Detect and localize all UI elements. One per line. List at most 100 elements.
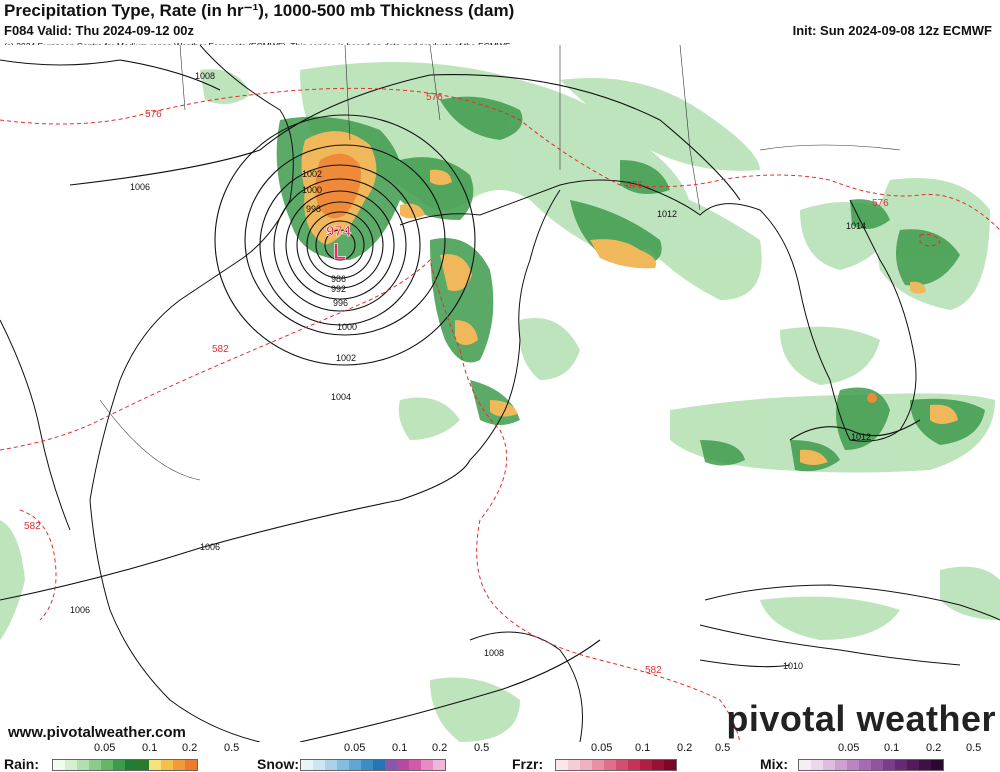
legend-swatch [919, 760, 931, 770]
legend-swatch [125, 760, 137, 770]
legend-swatch [931, 760, 943, 770]
tick: 0.2 [926, 742, 942, 754]
chart-title: Precipitation Type, Rate (in hr⁻¹), 1000… [4, 1, 515, 20]
isobar-label: 998 [306, 204, 321, 214]
tick: 0.5 [715, 742, 731, 754]
legend-swatch [373, 760, 385, 770]
low-center-marker: L [333, 239, 346, 264]
tick: 0.1 [392, 742, 408, 754]
legend-swatch [349, 760, 361, 770]
legend-swatch [185, 760, 197, 770]
valid-time: F084 Valid: Thu 2024-09-12 00z [4, 23, 195, 38]
isobar-label: 996 [333, 298, 348, 308]
precip-intense-rain [315, 153, 877, 403]
legend-swatch [628, 760, 640, 770]
tick: 0.1 [635, 742, 651, 754]
legend-swatch [859, 760, 871, 770]
legend-swatch [433, 760, 445, 770]
isobar-label: 1008 [195, 71, 215, 81]
thickness-label: 582 [212, 344, 229, 355]
legend-swatch [421, 760, 433, 770]
legend-swatch [652, 760, 664, 770]
tick: 0.2 [677, 742, 693, 754]
tick: 0.1 [142, 742, 158, 754]
legend-snow-bar [300, 759, 446, 771]
legend-swatch [397, 760, 409, 770]
legend-swatch [604, 760, 616, 770]
legend-swatch [313, 760, 325, 770]
isobar-label: 1006 [70, 605, 90, 615]
legend-swatch [895, 760, 907, 770]
legend-swatch [161, 760, 173, 770]
legend-swatch [556, 760, 568, 770]
legend-mix-label: Mix: [760, 756, 788, 772]
thickness-label: 576 [145, 109, 162, 120]
legend-swatch [568, 760, 580, 770]
legend-swatch [173, 760, 185, 770]
legend-swatch [101, 760, 113, 770]
weather-map: 1008 1006 1002 1000 998 986 992 996 1000… [0, 44, 1000, 743]
legend-swatch [616, 760, 628, 770]
legend-swatch [325, 760, 337, 770]
legend-swatch [149, 760, 161, 770]
tick: 0.05 [591, 742, 613, 754]
legend-rain-bar [52, 759, 198, 771]
isobar-label: 1010 [783, 661, 803, 671]
legend-swatch [53, 760, 65, 770]
init-time: Init: Sun 2024-09-08 12z ECMWF [792, 23, 992, 38]
isobar-label: 1006 [130, 182, 150, 192]
precip-heavy-rain [301, 131, 958, 465]
tick: 0.5 [966, 742, 982, 754]
isobar-label: 1012 [851, 432, 871, 442]
thickness-label: 576 [626, 180, 643, 191]
legend-swatch [301, 760, 313, 770]
legend-swatch [361, 760, 373, 770]
tick: 0.5 [474, 742, 490, 754]
tick: 0.05 [838, 742, 860, 754]
isobar-label: 1008 [484, 648, 504, 658]
isobar-label: 1012 [657, 209, 677, 219]
isobar-label: 1002 [302, 169, 322, 179]
legend-swatch [592, 760, 604, 770]
legend-swatch [847, 760, 859, 770]
legend-swatch [871, 760, 883, 770]
legend-swatch [385, 760, 397, 770]
precip-legend: Rain: 0.05 0.1 0.2 0.5 Snow: 0.05 0.1 0.… [0, 742, 1000, 772]
legend-swatch [113, 760, 125, 770]
low-pressure-value: 974 [326, 223, 352, 240]
legend-swatch [799, 760, 811, 770]
tick: 0.2 [182, 742, 198, 754]
isobar-label: 1000 [302, 185, 322, 195]
legend-swatch [337, 760, 349, 770]
map-canvas: 1008 1006 1002 1000 998 986 992 996 1000… [0, 44, 1000, 743]
pivotal-weather-logo: pivotal weather [726, 698, 996, 739]
website-link[interactable]: www.pivotalweather.com [8, 724, 186, 741]
isobar-label: 1014 [846, 221, 866, 231]
legend-frzr-label: Frzr: [512, 756, 544, 772]
thickness-label: 582 [645, 665, 662, 676]
isobar-label: 1002 [336, 353, 356, 363]
legend-swatch [823, 760, 835, 770]
legend-rain-label: Rain: [4, 756, 39, 772]
legend-swatch [811, 760, 823, 770]
isobar-label: 992 [331, 284, 346, 294]
legend-swatch [77, 760, 89, 770]
tick: 0.2 [432, 742, 448, 754]
legend-swatch [65, 760, 77, 770]
legend-mix-bar [798, 759, 944, 771]
legend-snow-label: Snow: [257, 756, 299, 772]
isobar-label-group: 1008 1006 1002 1000 998 986 992 996 1000… [70, 71, 871, 671]
legend-swatch [580, 760, 592, 770]
legend-swatch [664, 760, 676, 770]
legend-swatch [137, 760, 149, 770]
coastlines [0, 44, 1000, 743]
legend-frzr-bar [555, 759, 677, 771]
legend-swatch [907, 760, 919, 770]
legend-swatch [835, 760, 847, 770]
thickness-label: 582 [24, 521, 41, 532]
isobar-label: 1000 [337, 322, 357, 332]
thickness-label-group: 576 576 576 576 582 582 582 [24, 92, 889, 676]
legend-swatch [883, 760, 895, 770]
legend-swatch [640, 760, 652, 770]
isobar-label: 1004 [331, 392, 351, 402]
